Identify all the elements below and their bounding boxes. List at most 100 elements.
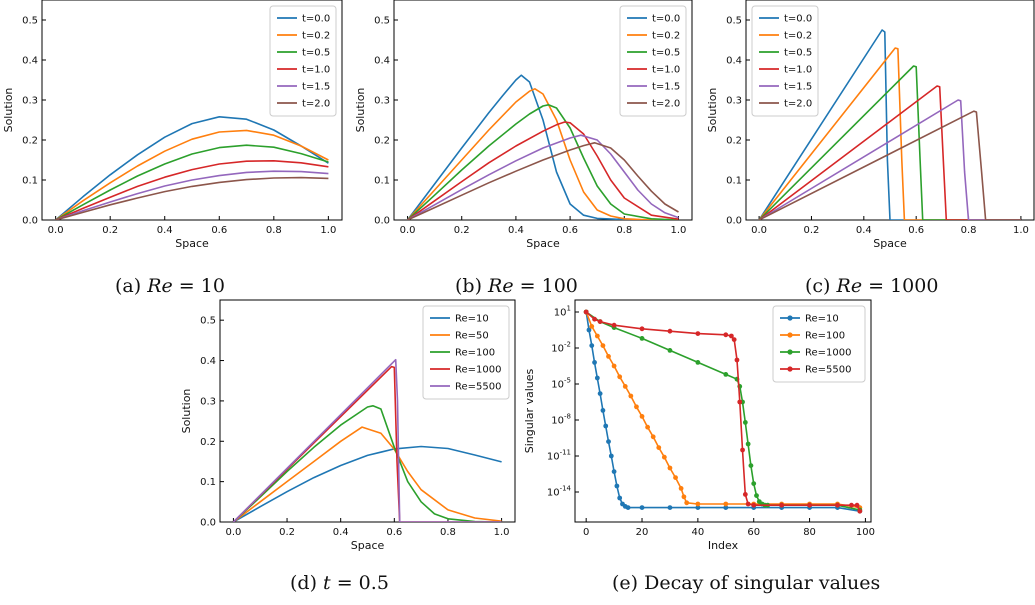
y-axis-label: Solution — [2, 88, 15, 133]
y-axis-label: Solution — [354, 88, 367, 133]
y-tick-label: 101 — [554, 305, 571, 319]
series-line-t=0.2 — [758, 47, 1021, 220]
legend-marker — [787, 332, 793, 338]
series-line-t=0.0 — [55, 116, 329, 220]
series-line-Re=100 — [232, 404, 502, 522]
legend-label: t=0.2 — [302, 31, 330, 42]
y-tick-label: 0.2 — [200, 437, 216, 448]
legend-label: t=0.0 — [302, 14, 330, 25]
series-group — [406, 74, 679, 220]
legend-label: Re=50 — [455, 331, 489, 342]
data-point — [681, 494, 687, 500]
x-tick-label: 0.2 — [454, 225, 470, 236]
data-point — [723, 501, 729, 507]
data-point — [611, 469, 617, 474]
chart-a: 0.0 0.2 0.4 0.6 0.8 1.0 0.0 0.1 0.2 0.3 0.4 0.5 Spac… — [2, 0, 343, 250]
caption-a: (a) Re = 10 — [115, 275, 225, 297]
legend: Re=10 Re=100 Re=1000 Re=5500 — [772, 305, 866, 383]
y-tick-label: 0.5 — [200, 316, 216, 327]
legend-marker — [787, 315, 793, 321]
data-point — [667, 465, 673, 471]
series-group — [758, 29, 1021, 220]
x-tick-label: 1.0 — [494, 527, 510, 538]
y-tick-label: 0.2 — [374, 136, 390, 147]
data-point — [667, 505, 673, 510]
x-tick-label: 1.0 — [1013, 225, 1029, 236]
series-line-Re=5500 — [232, 358, 502, 522]
data-point — [684, 500, 690, 506]
x-tick-label: 0.8 — [440, 527, 456, 538]
x-axis-label: Space — [351, 539, 385, 552]
x-tick-label: 0.2 — [102, 225, 118, 236]
x-tick-label: 0.6 — [211, 225, 227, 236]
legend-label: Re=100 — [455, 348, 495, 359]
caption-c: (c) Re = 1000 — [805, 275, 939, 297]
legend: t=0.0 t=0.2 t=0.5 t=1.0 t=1.5 t=2.0 — [619, 5, 687, 117]
series-line-Re=1000 — [232, 365, 502, 522]
data-point — [728, 333, 734, 339]
series-line-t=0.5 — [406, 104, 679, 220]
x-tick-label: 20 — [636, 527, 649, 538]
data-point — [597, 319, 603, 324]
y-tick-label: 0.4 — [726, 56, 742, 67]
y-tick-label: 0.5 — [374, 16, 390, 27]
data-point — [748, 463, 754, 468]
y-tick-label: 0.3 — [200, 396, 216, 407]
legend-label: t=1.5 — [302, 82, 330, 93]
data-point — [740, 447, 745, 453]
legend: t=0.0 t=0.2 t=0.5 t=1.0 t=1.5 t=2.0 — [751, 5, 819, 117]
legend-box — [269, 5, 337, 117]
x-tick-label: 100 — [856, 527, 875, 538]
x-tick-label: 0.6 — [908, 225, 924, 236]
y-tick-label: 0.0 — [200, 518, 216, 529]
data-point — [667, 348, 673, 353]
data-point — [661, 454, 667, 460]
data-point — [723, 332, 729, 338]
chart-e: 0 20 40 60 80 100 101 10-2 10-5 10-8 10-11 10-14 Ind… — [523, 299, 875, 552]
legend-label: Re=1000 — [805, 348, 851, 359]
x-tick-label: 0.8 — [616, 225, 632, 236]
data-point — [734, 357, 740, 363]
legend-label: t=1.5 — [784, 82, 812, 93]
data-point — [639, 326, 645, 332]
y-tick-label: 0.3 — [726, 96, 742, 107]
y-tick-label: 0.2 — [726, 136, 742, 147]
legend-label: t=2.0 — [652, 99, 680, 110]
y-axis-label: Singular values — [523, 368, 536, 453]
series-line-t=2.0 — [758, 110, 1021, 220]
data-point — [650, 434, 656, 440]
y-tick-label: 0.3 — [22, 96, 38, 107]
data-point — [779, 502, 785, 508]
y-tick-label: 0.0 — [374, 216, 390, 227]
x-tick-label: 60 — [747, 527, 760, 538]
series-line-t=1.0 — [407, 121, 679, 220]
x-axis-label: Space — [526, 237, 560, 250]
data-point — [606, 354, 611, 359]
data-point — [608, 453, 614, 459]
legend-marker — [787, 349, 793, 355]
data-point — [614, 483, 620, 489]
legend-box — [619, 5, 687, 117]
x-tick-label: 0.2 — [279, 527, 295, 538]
series-line-Re=10 — [233, 445, 502, 522]
data-point — [600, 343, 606, 348]
data-point — [667, 328, 673, 334]
x-tick-label: 1.0 — [320, 225, 336, 236]
series-line-t=0.2 — [55, 129, 329, 220]
legend-label: t=1.5 — [652, 82, 680, 93]
legend-label: Re=100 — [805, 331, 845, 342]
y-tick-label: 10-5 — [551, 377, 571, 391]
x-tick-label: 0.2 — [804, 225, 820, 236]
data-point — [751, 502, 757, 508]
y-tick-label: 10-8 — [551, 413, 571, 427]
x-axis-label: Index — [708, 539, 739, 552]
data-point — [625, 505, 631, 510]
x-tick-label: 40 — [692, 527, 705, 538]
data-point — [611, 363, 617, 369]
legend: Re=10 Re=50 Re=100 Re=1000 Re=5500 — [422, 305, 510, 400]
legend-label: t=1.0 — [652, 65, 680, 76]
x-tick-label: 0.0 — [48, 225, 64, 236]
legend-label: Re=10 — [805, 314, 839, 325]
y-tick-label: 0.5 — [726, 16, 742, 27]
series-group — [583, 309, 863, 514]
